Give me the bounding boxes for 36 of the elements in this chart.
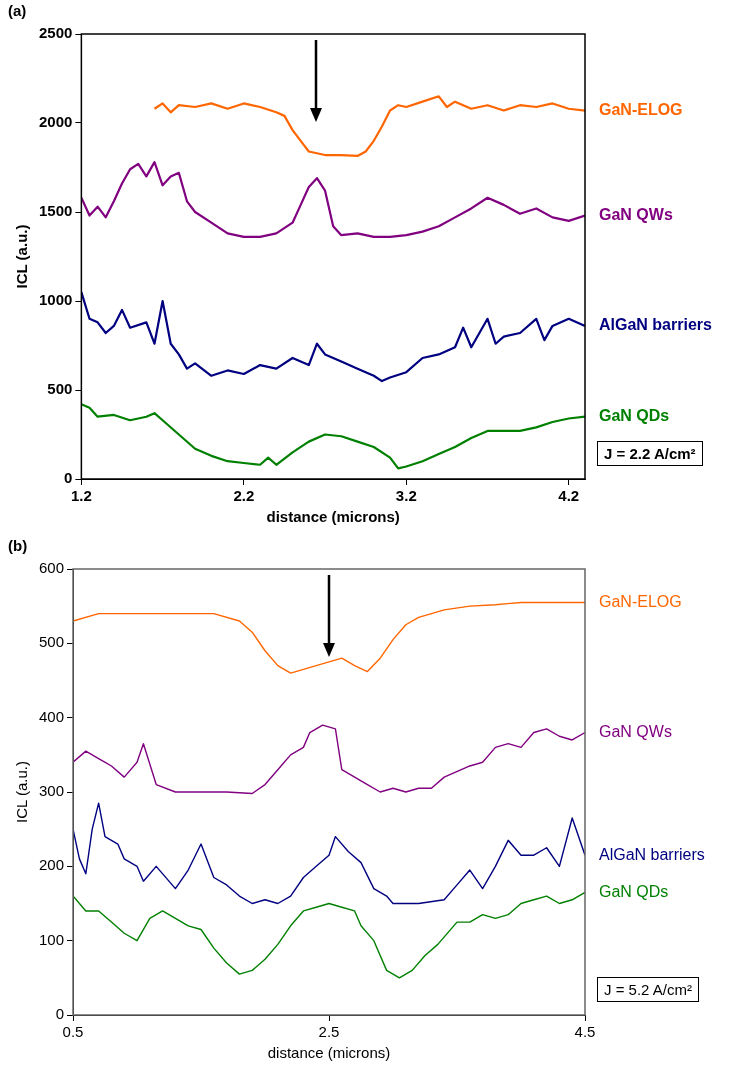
- x-tick-label: 0.5: [62, 1023, 84, 1041]
- series-label: AlGaN barriers: [599, 316, 713, 334]
- y-tick-label: 2500: [38, 24, 73, 42]
- y-tick-label: 200: [39, 856, 65, 874]
- x-tick-label: 3.2: [395, 487, 417, 505]
- y-tick-label: 0: [55, 1005, 65, 1023]
- y-tick-label: 2000: [38, 113, 73, 131]
- x-axis-title: distance (microns): [266, 508, 400, 526]
- series-label: GaN-ELOG: [599, 100, 683, 118]
- series-label: GaN QWs: [599, 205, 673, 223]
- series-label: AlGaN barriers: [599, 845, 705, 863]
- y-tick-label: 500: [39, 633, 65, 651]
- y-tick-label: 400: [39, 707, 65, 725]
- x-tick-label: 2.2: [233, 487, 255, 505]
- x-axis-title: distance (microns): [267, 1044, 391, 1062]
- y-tick-label: 600: [39, 559, 65, 577]
- series-label: GaN QWs: [599, 722, 672, 740]
- y-tick-label: 0: [64, 469, 73, 487]
- text: (a): [8, 2, 27, 19]
- x-tick-label: 4.5: [574, 1023, 596, 1041]
- series-label: GaN QDs: [599, 407, 670, 425]
- text: J = 5.2 A/cm²: [597, 977, 699, 1002]
- series-label: GaN QDs: [599, 882, 669, 900]
- y-axis-title: ICL (a.u.): [13, 761, 31, 823]
- series-label: GaN-ELOG: [599, 592, 682, 610]
- y-tick-label: 300: [39, 782, 65, 800]
- y-tick-label: 100: [39, 930, 65, 948]
- x-tick-label: 1.2: [70, 487, 92, 505]
- y-tick-label: 500: [47, 380, 73, 398]
- text: (b): [8, 537, 28, 554]
- x-tick-label: 2.5: [318, 1023, 340, 1041]
- text: J = 2.2 A/cm²: [597, 441, 703, 466]
- y-tick-label: 1000: [38, 291, 73, 309]
- x-tick-label: 4.2: [558, 487, 580, 505]
- y-tick-label: 1500: [38, 202, 73, 220]
- y-axis-title: ICL (a.u.): [13, 224, 31, 289]
